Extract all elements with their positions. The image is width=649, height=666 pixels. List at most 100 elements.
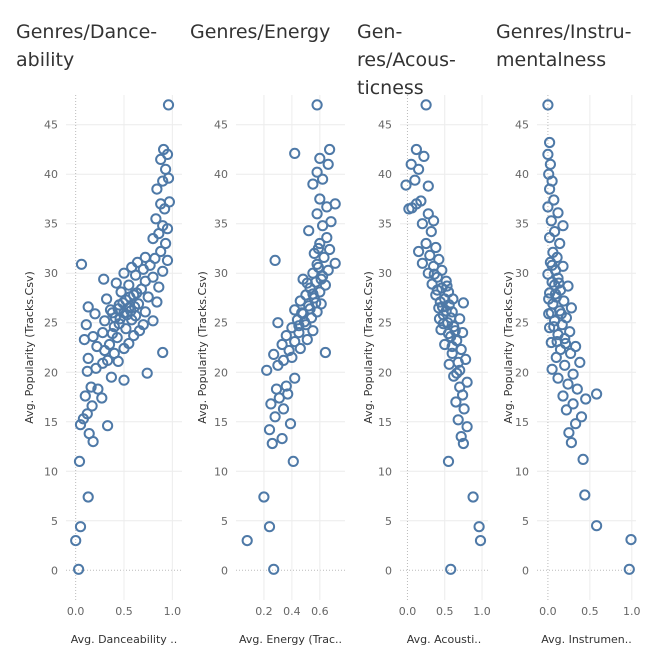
data-point[interactable] bbox=[123, 279, 135, 291]
data-point[interactable] bbox=[579, 489, 591, 501]
data-point[interactable] bbox=[322, 264, 334, 276]
data-point[interactable] bbox=[312, 242, 324, 255]
data-point[interactable] bbox=[73, 455, 86, 467]
data-point[interactable] bbox=[564, 326, 576, 338]
data-point[interactable] bbox=[263, 424, 276, 436]
data-point[interactable] bbox=[557, 220, 569, 232]
data-point[interactable] bbox=[567, 368, 579, 380]
data-point[interactable] bbox=[314, 237, 326, 250]
data-point[interactable] bbox=[455, 343, 467, 356]
data-point[interactable] bbox=[457, 297, 469, 309]
data-point[interactable] bbox=[86, 400, 98, 412]
data-point[interactable] bbox=[294, 342, 306, 355]
data-point[interactable] bbox=[545, 215, 557, 227]
data-point[interactable] bbox=[428, 215, 440, 227]
data-point[interactable] bbox=[115, 286, 127, 298]
data-point[interactable] bbox=[270, 383, 283, 395]
data-point[interactable] bbox=[428, 260, 440, 272]
data-point[interactable] bbox=[570, 340, 582, 353]
data-point[interactable] bbox=[123, 337, 135, 350]
data-point[interactable] bbox=[105, 371, 118, 383]
data-point[interactable] bbox=[591, 388, 603, 400]
data-point[interactable] bbox=[289, 147, 301, 159]
data-point[interactable] bbox=[153, 281, 165, 293]
data-point[interactable] bbox=[314, 152, 326, 164]
data-point[interactable] bbox=[318, 251, 330, 263]
data-point[interactable] bbox=[445, 563, 457, 575]
data-point[interactable] bbox=[433, 253, 445, 265]
data-point[interactable] bbox=[546, 363, 558, 375]
data-point[interactable] bbox=[101, 293, 113, 305]
data-point[interactable] bbox=[118, 267, 130, 279]
data-point[interactable] bbox=[82, 491, 94, 503]
data-point[interactable] bbox=[563, 427, 575, 439]
data-point[interactable] bbox=[118, 374, 130, 386]
data-point[interactable] bbox=[461, 421, 473, 433]
data-point[interactable] bbox=[73, 563, 85, 575]
data-point[interactable] bbox=[544, 136, 556, 149]
data-point[interactable] bbox=[448, 370, 460, 382]
data-point[interactable] bbox=[284, 418, 297, 430]
data-point[interactable] bbox=[428, 268, 440, 280]
data-point[interactable] bbox=[129, 301, 141, 313]
data-point[interactable] bbox=[277, 403, 290, 415]
data-point[interactable] bbox=[266, 437, 278, 450]
data-point[interactable] bbox=[416, 218, 428, 230]
data-point[interactable] bbox=[74, 521, 87, 533]
data-point[interactable] bbox=[409, 174, 421, 186]
data-point[interactable] bbox=[289, 336, 301, 348]
data-point[interactable] bbox=[294, 295, 306, 307]
data-point[interactable] bbox=[151, 183, 163, 195]
data-point[interactable] bbox=[261, 364, 273, 376]
data-point[interactable] bbox=[442, 328, 455, 340]
data-point[interactable] bbox=[625, 534, 637, 546]
data-point[interactable] bbox=[591, 520, 603, 532]
data-point[interactable] bbox=[265, 398, 277, 410]
data-point[interactable] bbox=[80, 319, 92, 331]
data-point[interactable] bbox=[562, 280, 574, 292]
data-point[interactable] bbox=[418, 150, 430, 162]
data-point[interactable] bbox=[157, 175, 169, 187]
data-point[interactable] bbox=[99, 315, 111, 327]
data-point[interactable] bbox=[413, 245, 425, 258]
data-point[interactable] bbox=[552, 207, 564, 219]
data-point[interactable] bbox=[141, 367, 153, 379]
data-point[interactable] bbox=[623, 563, 635, 575]
data-point[interactable] bbox=[467, 491, 479, 503]
data-point[interactable] bbox=[314, 286, 326, 298]
data-point[interactable] bbox=[454, 364, 466, 376]
data-point[interactable] bbox=[276, 338, 288, 351]
data-point[interactable] bbox=[139, 306, 151, 318]
data-point[interactable] bbox=[431, 284, 443, 296]
data-point[interactable] bbox=[314, 193, 326, 205]
data-point[interactable] bbox=[75, 258, 88, 270]
data-point[interactable] bbox=[91, 340, 103, 353]
data-point[interactable] bbox=[424, 249, 436, 261]
data-point[interactable] bbox=[286, 351, 298, 363]
data-point[interactable] bbox=[473, 521, 485, 533]
data-point[interactable] bbox=[82, 352, 94, 364]
data-point[interactable] bbox=[543, 293, 555, 305]
data-point[interactable] bbox=[263, 521, 276, 533]
data-point[interactable] bbox=[158, 143, 170, 156]
data-point[interactable] bbox=[307, 288, 319, 300]
data-point[interactable] bbox=[269, 411, 281, 423]
data-point[interactable] bbox=[445, 312, 457, 324]
data-point[interactable] bbox=[544, 287, 556, 299]
data-point[interactable] bbox=[415, 195, 427, 207]
data-point[interactable] bbox=[442, 455, 455, 467]
data-point[interactable] bbox=[258, 491, 270, 503]
data-point[interactable] bbox=[560, 404, 573, 416]
data-point[interactable] bbox=[449, 325, 461, 337]
data-point[interactable] bbox=[315, 298, 327, 310]
data-point[interactable] bbox=[92, 383, 104, 395]
data-point[interactable] bbox=[162, 99, 175, 111]
data-point[interactable] bbox=[571, 383, 583, 395]
data-point[interactable] bbox=[82, 301, 94, 313]
data-point[interactable] bbox=[549, 226, 561, 238]
data-point[interactable] bbox=[304, 303, 316, 315]
data-point[interactable] bbox=[559, 359, 571, 371]
data-point[interactable] bbox=[321, 232, 333, 244]
data-point[interactable] bbox=[160, 237, 172, 250]
data-point[interactable] bbox=[317, 173, 329, 185]
